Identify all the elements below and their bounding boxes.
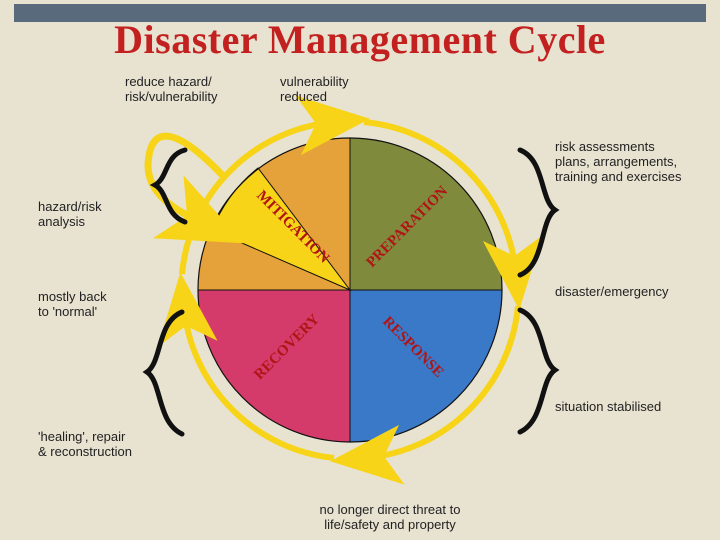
annot-healing: 'healing', repair& reconstruction xyxy=(38,430,132,460)
annot-vulnerability: vulnerabilityreduced xyxy=(280,75,349,105)
annot-disaster: disaster/emergency xyxy=(555,285,668,300)
annot-risk-assess: risk assessmentsplans, arrangements,trai… xyxy=(555,140,681,185)
annot-no-longer: no longer direct threat tolife/safety an… xyxy=(260,503,520,533)
annot-situation: situation stabilised xyxy=(555,400,661,415)
annot-hazard-risk: hazard/riskanalysis xyxy=(38,200,102,230)
cycle-diagram: MITIGATIONPREPARATIONRESPONSERECOVERY xyxy=(0,60,720,540)
annot-mostly-back: mostly backto 'normal' xyxy=(38,290,107,320)
page-title: Disaster Management Cycle xyxy=(10,16,710,63)
title-wrap: Disaster Management Cycle xyxy=(0,0,720,63)
annot-reduce-hazard: reduce hazard/risk/vulnerability xyxy=(125,75,217,105)
